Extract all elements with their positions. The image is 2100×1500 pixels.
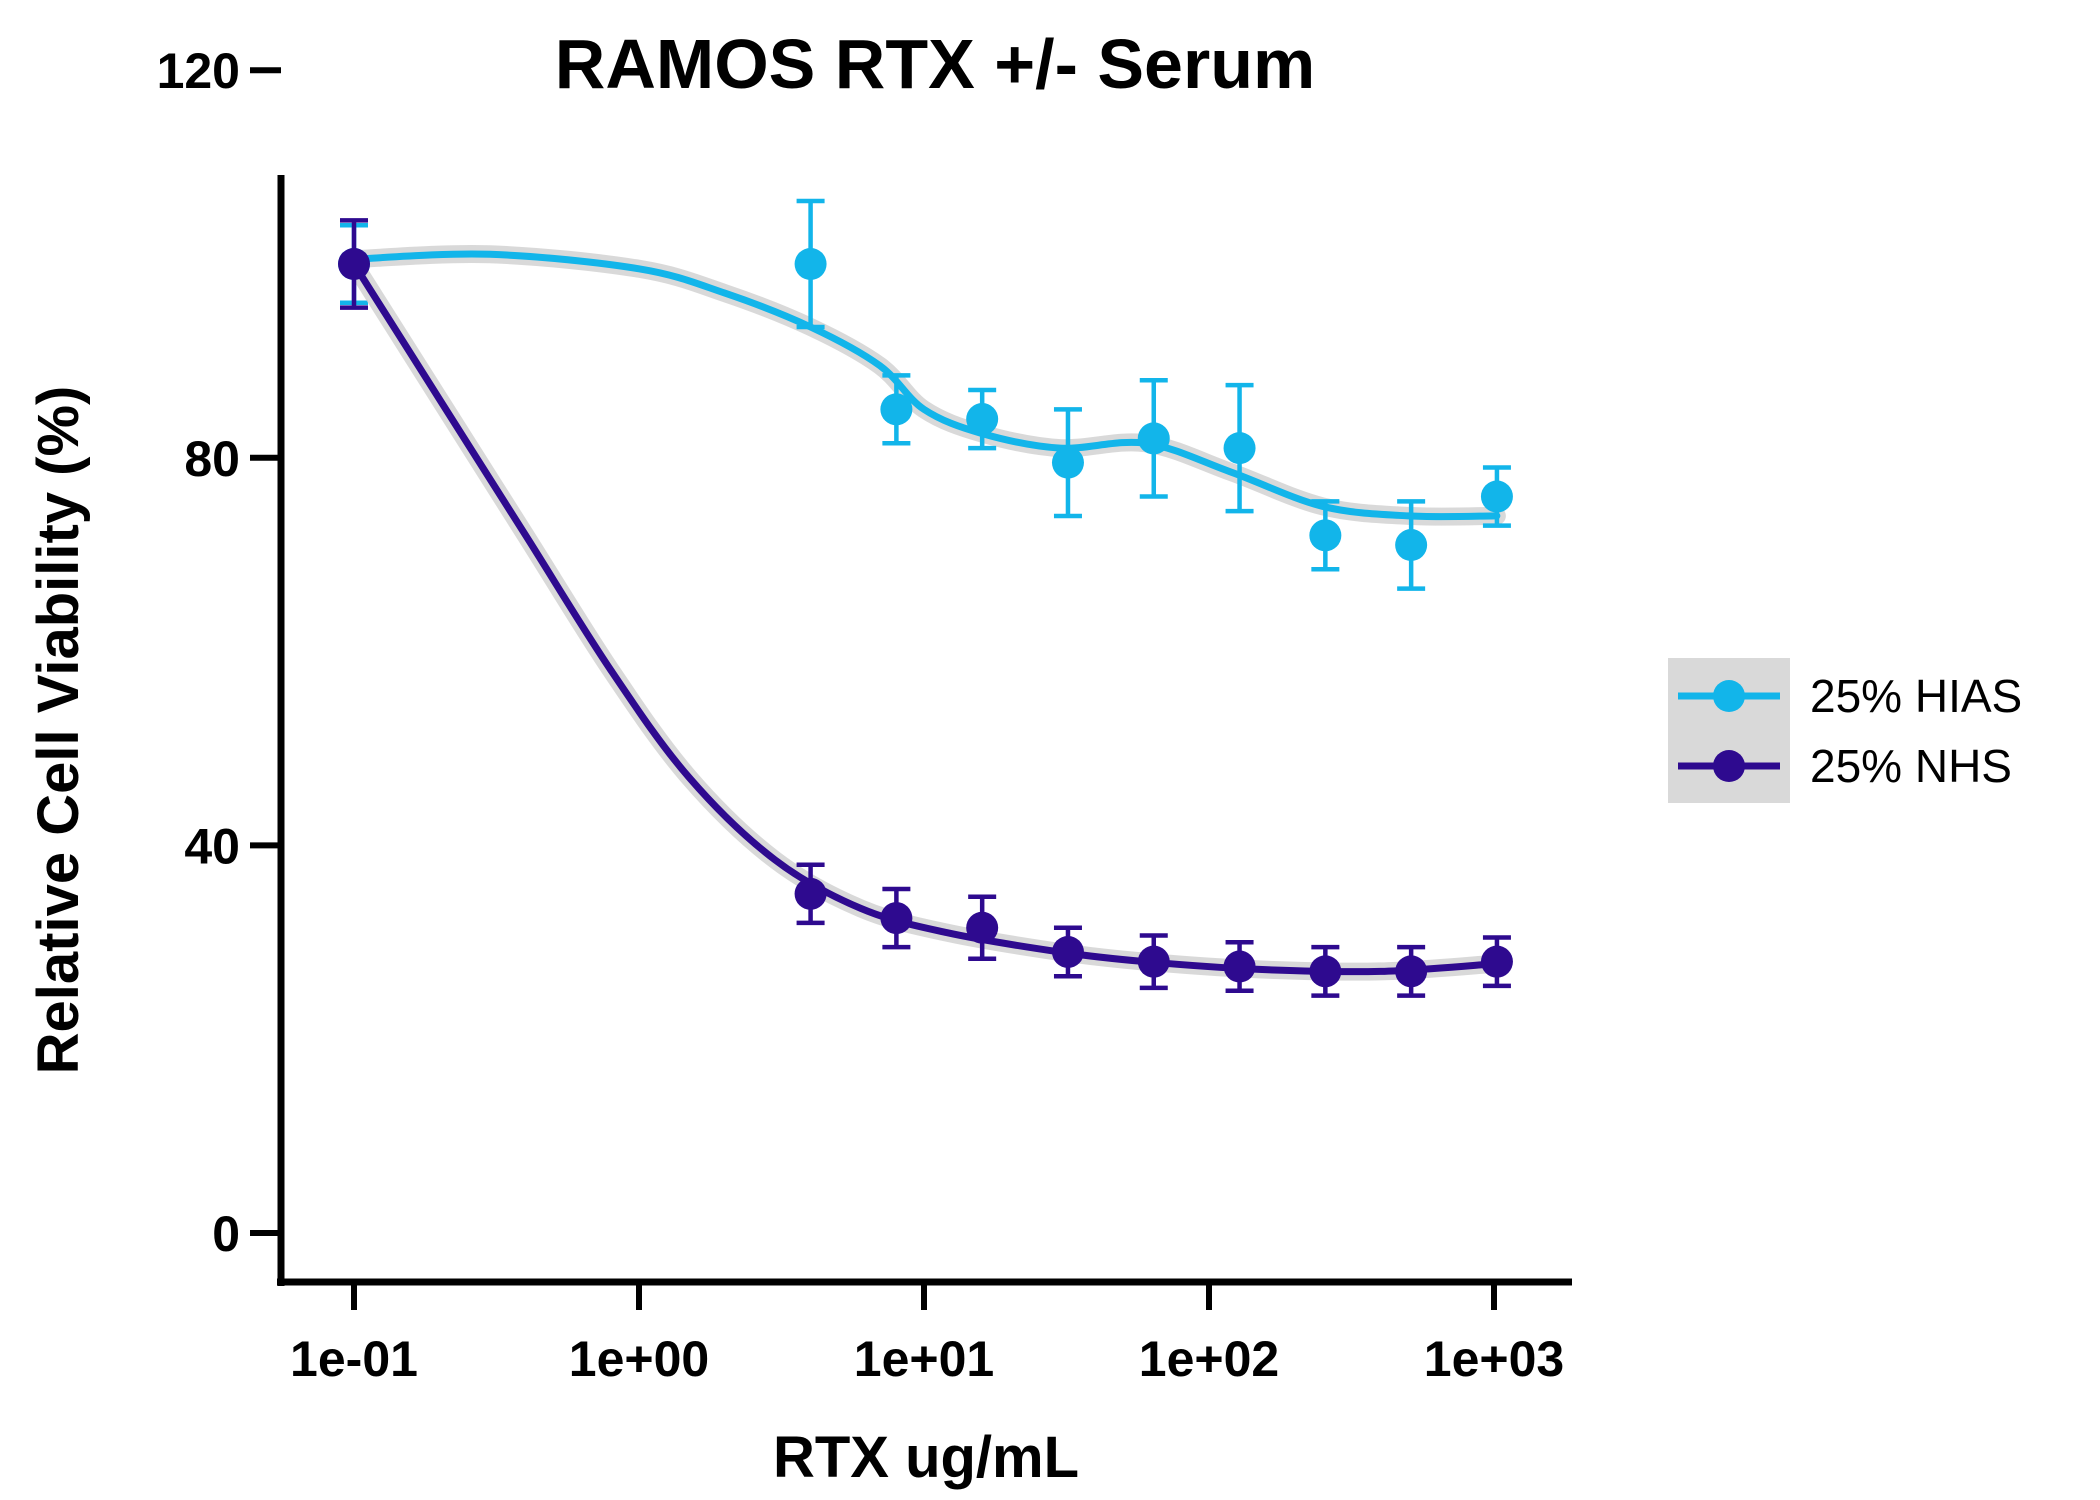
fit-confidence-band	[345, 245, 1506, 526]
data-point	[1137, 945, 1170, 978]
x-axis-ticks: 1e-01 1e+00 1e+01 1e+02 1e+03	[290, 1282, 1564, 1387]
legend-label: 25% NHS	[1810, 740, 2012, 792]
y-axis-label: Relative Cell Viability (%)	[26, 386, 91, 1075]
data-point	[338, 248, 370, 280]
data-point	[1309, 519, 1342, 552]
fit-curve	[350, 250, 1501, 521]
x-axis-label: RTX ug/mL	[773, 1425, 1079, 1490]
y-tick-label: 80	[184, 431, 240, 487]
legend-label: 25% HIAS	[1810, 670, 2022, 722]
y-tick-label: 0	[212, 1206, 240, 1262]
chart-title: RAMOS RTX +/- Serum	[555, 25, 1315, 103]
data-point	[1395, 955, 1428, 988]
data-point	[1480, 480, 1513, 513]
legend-marker	[1713, 750, 1745, 782]
data-point	[880, 393, 913, 426]
data-point	[1223, 432, 1256, 465]
data-point	[966, 403, 999, 436]
series-25-nhs	[338, 218, 1513, 998]
y-tick-label: 120	[157, 43, 240, 99]
fit-confidence-band	[345, 255, 1506, 981]
data-point	[966, 911, 999, 944]
data-point	[1309, 955, 1342, 988]
fit-curve	[350, 260, 1501, 976]
plot-area	[338, 198, 1513, 998]
x-tick-label: 1e+01	[854, 1331, 994, 1387]
data-point	[1137, 422, 1170, 455]
data-point	[1395, 529, 1428, 562]
x-tick-label: 1e-01	[290, 1331, 418, 1387]
data-point	[1051, 446, 1084, 479]
data-point	[1223, 950, 1256, 983]
data-point	[794, 877, 827, 910]
data-point	[880, 902, 913, 935]
data-point	[1480, 945, 1513, 978]
legend-marker	[1713, 680, 1745, 712]
y-axis-ticks: 0 40 80 120	[157, 43, 281, 1262]
x-tick-label: 1e+00	[569, 1331, 709, 1387]
x-tick-label: 1e+02	[1139, 1331, 1279, 1387]
data-point	[794, 248, 827, 280]
y-tick-label: 40	[184, 818, 240, 874]
data-point	[1051, 935, 1084, 968]
legend: 25% HIAS 25% NHS	[1668, 658, 2022, 803]
x-tick-label: 1e+03	[1424, 1331, 1564, 1387]
